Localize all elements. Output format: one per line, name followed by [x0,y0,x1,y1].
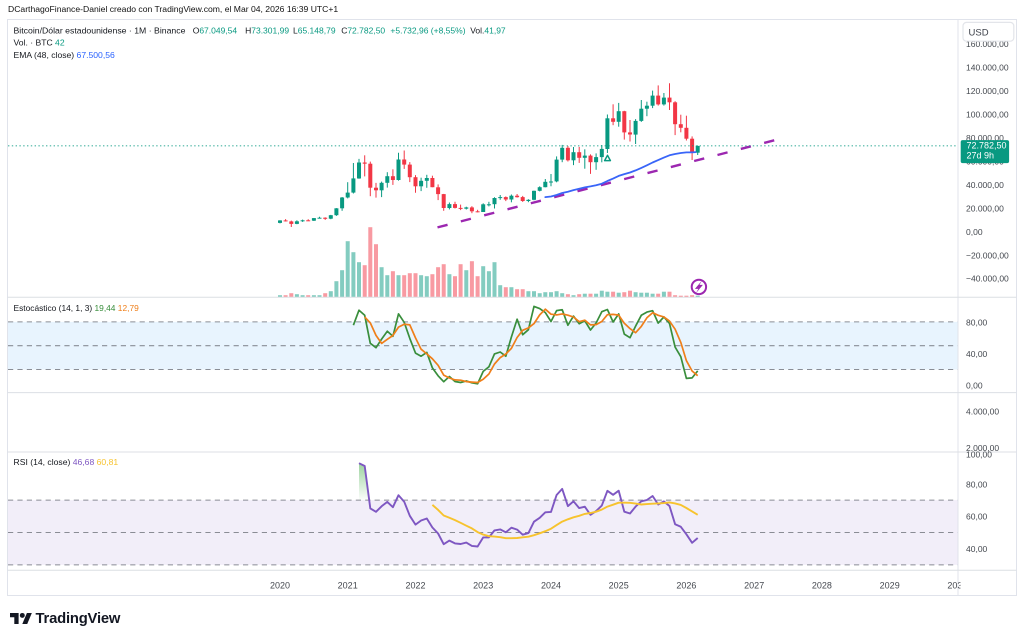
svg-text:2025: 2025 [609,580,629,590]
svg-text:2028: 2028 [812,580,832,590]
svg-text:20.000,00: 20.000,00 [966,203,1004,213]
svg-text:+5.732,96 (+8,55%): +5.732,96 (+8,55%) [390,25,465,35]
svg-text:H73.301,99: H73.301,99 [245,25,289,35]
svg-text:C72.782,50: C72.782,50 [341,25,385,35]
svg-text:100,00: 100,00 [966,449,992,459]
svg-text:2023: 2023 [473,580,493,590]
svg-text:Vol.41,97: Vol.41,97 [470,25,506,35]
svg-text:TradingView: TradingView [36,611,121,627]
svg-text:2029: 2029 [880,580,900,590]
svg-text:L65.148,79: L65.148,79 [293,25,336,35]
svg-text:140.000,00: 140.000,00 [966,63,1009,73]
svg-text:27d 9h: 27d 9h [967,151,995,161]
svg-text:DCarthagoFinance-Daniel creado: DCarthagoFinance-Daniel creado con Tradi… [8,4,338,14]
svg-text:RSI (14, close) 46,68 60,81: RSI (14, close) 46,68 60,81 [14,457,119,467]
svg-text:USD: USD [969,28,989,39]
svg-text:4.000,00: 4.000,00 [966,406,999,416]
svg-text:Bitcoin/Dólar estadounidense ·: Bitcoin/Dólar estadounidense · 1M · Bina… [14,25,186,35]
svg-text:160.000,00: 160.000,00 [966,39,1009,49]
svg-text:2020: 2020 [270,580,290,590]
svg-text:80.000,00: 80.000,00 [966,133,1004,143]
svg-text:2021: 2021 [338,580,358,590]
svg-text:2030: 2030 [947,580,967,590]
svg-text:2.000,00: 2.000,00 [966,443,999,453]
svg-text:80,00: 80,00 [966,479,988,489]
svg-text:2027: 2027 [744,580,764,590]
svg-text:40,00: 40,00 [966,349,988,359]
svg-text:0,00: 0,00 [966,381,983,391]
svg-text:2026: 2026 [676,580,696,590]
svg-text:100.000,00: 100.000,00 [966,110,1009,120]
svg-text:Estocástico (14, 1, 3) 19,44: Estocástico (14, 1, 3) 19,44 12,79 [14,303,140,313]
svg-text:72.782,50: 72.782,50 [967,141,1007,151]
svg-text:−20.000,00: −20.000,00 [966,250,1009,260]
svg-text:40,00: 40,00 [966,544,988,554]
svg-text:2022: 2022 [405,580,425,590]
svg-text:40.000,00: 40.000,00 [966,180,1004,190]
svg-text:Vol. · BTC 42: Vol. · BTC 42 [14,37,65,47]
svg-text:−40.000,00: −40.000,00 [966,274,1009,284]
svg-text:2024: 2024 [541,580,561,590]
svg-text:120.000,00: 120.000,00 [966,86,1009,96]
svg-text:EMA (48, close) 67.500,56: EMA (48, close) 67.500,56 [14,50,115,60]
svg-text:80,00: 80,00 [966,317,988,327]
svg-text:O67.049,54: O67.049,54 [193,25,238,35]
svg-text:60,00: 60,00 [966,512,988,522]
svg-text:0,00: 0,00 [966,227,983,237]
